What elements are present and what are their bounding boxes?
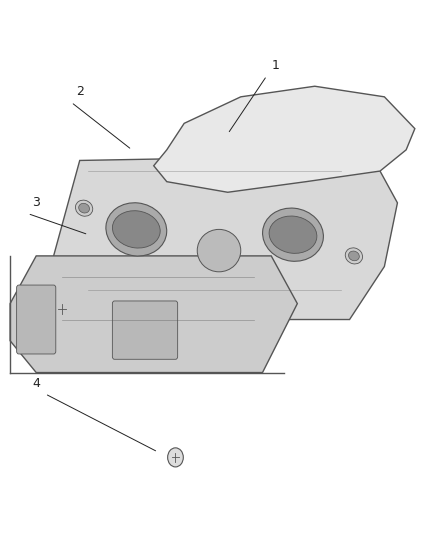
Ellipse shape [262,208,323,261]
Ellipse shape [113,211,160,248]
Ellipse shape [269,216,317,253]
Circle shape [168,448,184,467]
Text: 3: 3 [32,196,40,209]
Ellipse shape [106,203,167,256]
Text: 1: 1 [272,59,279,71]
Ellipse shape [345,248,363,264]
Ellipse shape [75,200,93,216]
FancyBboxPatch shape [17,285,56,354]
Circle shape [54,300,70,318]
Polygon shape [10,256,297,373]
Polygon shape [41,155,397,319]
Ellipse shape [197,229,241,272]
Ellipse shape [79,203,89,213]
Ellipse shape [349,251,359,261]
Polygon shape [154,86,415,192]
Text: 2: 2 [76,85,84,98]
FancyBboxPatch shape [113,301,178,359]
Text: 4: 4 [32,377,40,390]
